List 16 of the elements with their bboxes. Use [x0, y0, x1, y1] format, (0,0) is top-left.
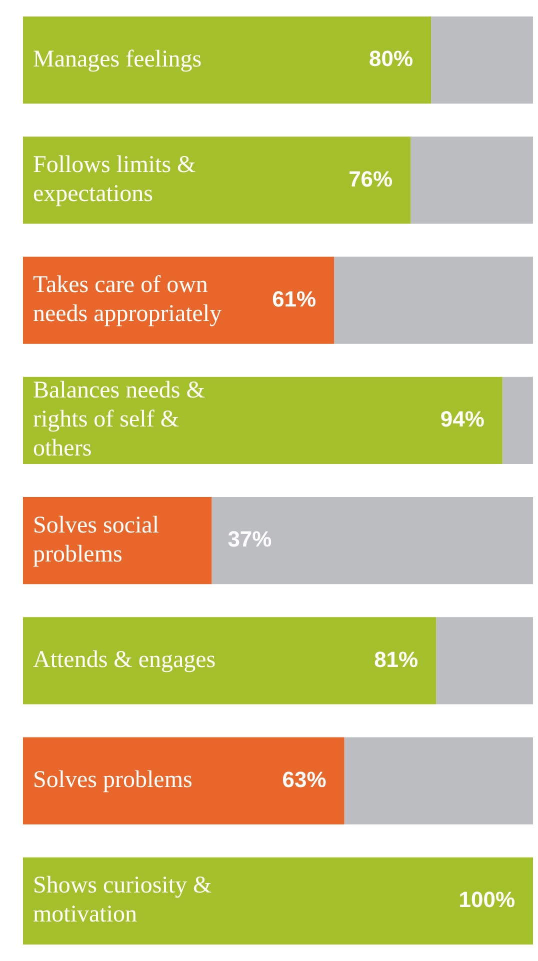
data-label: 37% — [228, 526, 272, 552]
y-tick-label: Solves social problems — [33, 512, 160, 568]
y-tick-label: Shows curiosity & motivation — [33, 872, 212, 928]
y-tick-label: Follows limits & expectations — [33, 152, 196, 207]
data-label: 94% — [440, 406, 484, 432]
data-label: 100% — [458, 887, 516, 912]
y-tick-label: Solves problems — [33, 767, 192, 794]
data-label: 80% — [368, 46, 414, 72]
data-label: 63% — [282, 766, 326, 792]
y-tick-label: Attends & engages — [33, 646, 216, 673]
data-label: 81% — [374, 646, 418, 672]
y-tick-label: Manages feelings — [33, 46, 202, 72]
data-label: 76% — [348, 166, 393, 192]
y-tick-label: Balances needs & rights of self & others — [33, 378, 206, 462]
y-tick-label: Takes care of own needs appropriately — [33, 272, 222, 328]
data-label: 61% — [272, 286, 316, 312]
